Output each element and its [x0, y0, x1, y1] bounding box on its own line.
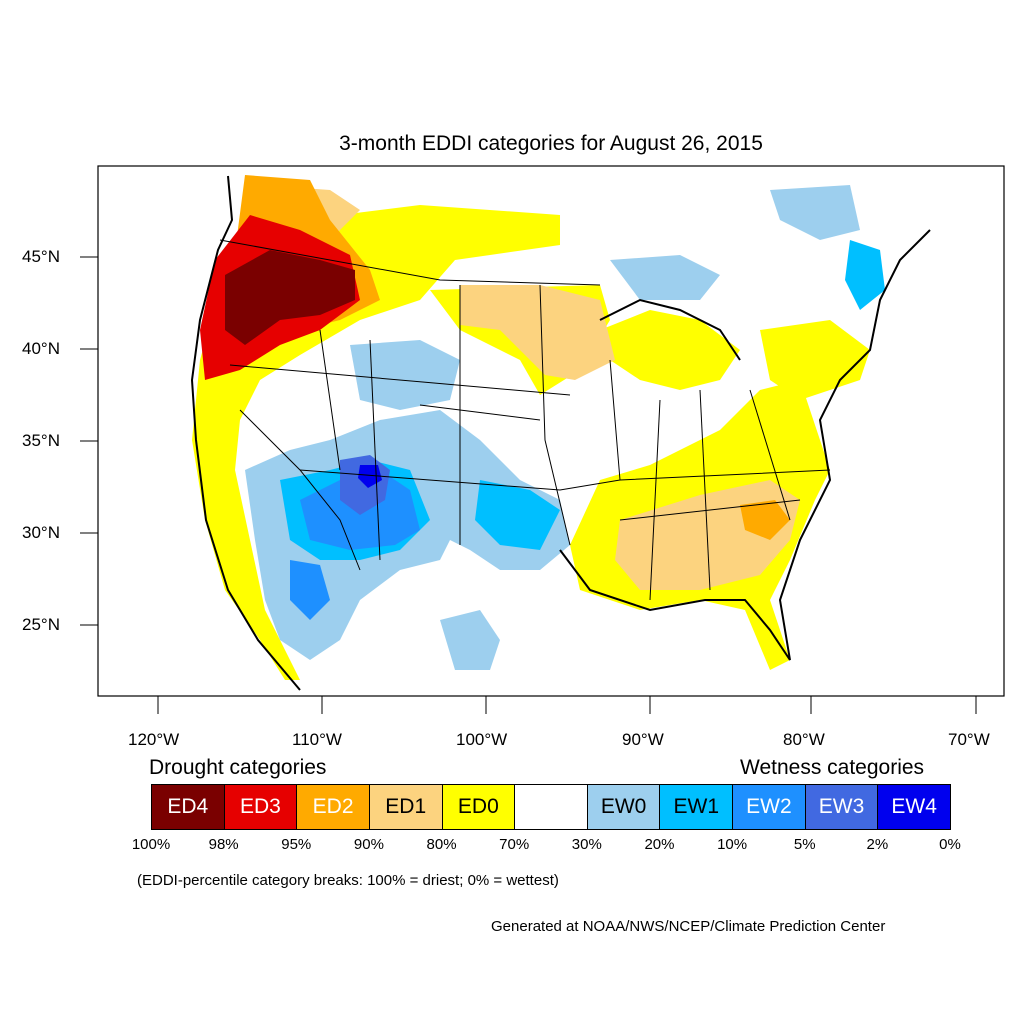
legend-break-label: 100%	[131, 836, 171, 853]
map-fill-layer	[190, 175, 931, 691]
ed0-region-northeast	[760, 320, 870, 400]
ew2-region-baja	[290, 560, 330, 620]
legend-swatch-normal	[514, 784, 588, 830]
legend-swatch-ew3: EW3	[804, 784, 879, 830]
legend-break-label: 95%	[281, 836, 312, 853]
lat-label: 25°N	[22, 615, 60, 634]
drought-heading: Drought categories	[149, 756, 327, 779]
legend-break-label: 2%	[866, 836, 889, 853]
map-frame	[97, 165, 1005, 697]
ew1-region-maine	[845, 240, 885, 310]
legend-swatch-ew2: EW2	[732, 784, 806, 830]
legend-swatch-ed1: ED1	[368, 784, 443, 830]
state-boundaries	[219, 239, 831, 601]
legend-swatch-ed3: ED3	[223, 784, 298, 830]
legend-break-label: 20%	[644, 836, 675, 853]
ed2-region-carolina	[740, 500, 790, 540]
legend-swatch-ed2: ED2	[296, 784, 370, 830]
lat-label: 40°N	[22, 339, 60, 358]
ed1-region-plains	[460, 285, 615, 380]
legend-break-label: 98%	[208, 836, 239, 853]
lon-label: 100°W	[456, 730, 508, 749]
ew0-region-north-central	[350, 340, 460, 410]
legend-swatch-ed0: ED0	[441, 784, 516, 830]
legend-swatch-ew0: EW0	[586, 784, 661, 830]
legend-break-label: 70%	[499, 836, 530, 853]
legend-break-label: 0%	[939, 836, 961, 853]
lat-label: 45°N	[22, 247, 60, 266]
legend-swatch-ed4: ED4	[151, 784, 225, 830]
ew1-region-plains	[475, 480, 560, 550]
axis-ticks	[80, 256, 977, 714]
wetness-heading: Wetness categories	[740, 756, 925, 779]
legend-swatch-ew1: EW1	[659, 784, 734, 830]
legend-break-label: 5%	[793, 836, 816, 853]
ed0-region-greatlakes	[600, 310, 740, 390]
lon-label: 70°W	[948, 730, 990, 749]
legend-break-label: 90%	[353, 836, 384, 853]
lat-label: 30°N	[22, 523, 60, 542]
map-title: 3-month EDDI categories for August 26, 2…	[339, 132, 763, 155]
legend-note: (EDDI-percentile category breaks: 100% =…	[137, 872, 559, 889]
lon-label: 80°W	[783, 730, 825, 749]
lat-label: 35°N	[22, 431, 60, 450]
ew0-region-mexico	[440, 610, 500, 670]
lon-label: 120°W	[128, 730, 180, 749]
legend-break-label: 80%	[426, 836, 457, 853]
lon-label: 110°W	[292, 730, 342, 749]
lon-label: 90°W	[622, 730, 664, 749]
ew0-region-canada	[770, 185, 860, 240]
credit-text: Generated at NOAA/NWS/NCEP/Climate Predi…	[491, 918, 886, 935]
legend-break-label: 30%	[571, 836, 602, 853]
coastline	[190, 175, 931, 691]
ed4-region-northwest	[225, 250, 355, 345]
ew0-region-greatlakes	[610, 255, 720, 300]
legend-swatch-ew4: EW4	[877, 784, 951, 830]
legend-break-label: 10%	[717, 836, 748, 853]
